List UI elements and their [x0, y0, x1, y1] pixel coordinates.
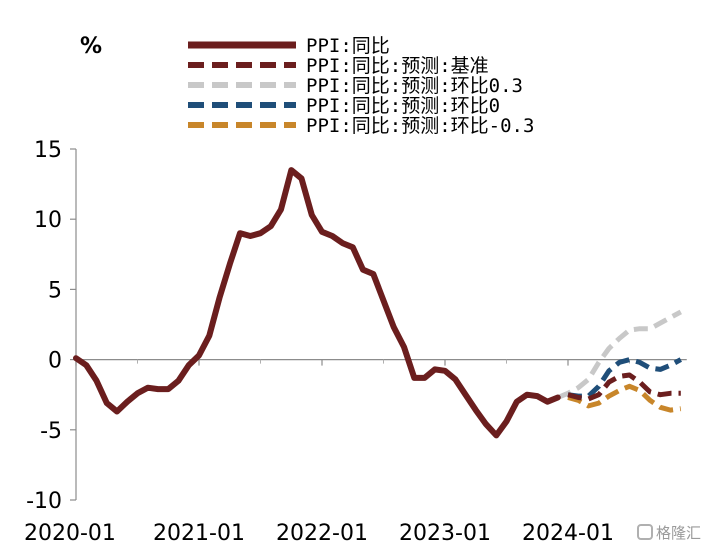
y-tick-label: -10	[26, 489, 62, 514]
legend-label-4: PPI:同比:预测:环比-0.3	[306, 115, 534, 137]
series-line-4	[567, 383, 682, 413]
unit-label: %	[80, 34, 102, 59]
x-tick-label: 2022-01	[276, 521, 368, 546]
legend: PPI:同比PPI:同比:预测:基准PPI:同比:预测:环比0.3PPI:同比:…	[188, 35, 534, 137]
series-layer	[73, 167, 682, 439]
series-line-3	[567, 357, 682, 399]
y-tick-label: 10	[34, 208, 62, 233]
legend-label-3: PPI:同比:预测:环比0	[306, 95, 500, 117]
series-line-2	[556, 309, 682, 400]
axes: 15 10 5 0 -5 -10 2020-01 2021-01 2022-01 2023-01 2…	[24, 138, 687, 546]
x-tick-label: 2020-01	[24, 521, 116, 546]
legend-label-2: PPI:同比:预测:环比0.3	[306, 75, 523, 97]
x-tick-label: 2023-01	[399, 521, 491, 546]
y-tick-label: 15	[34, 138, 62, 163]
y-tick-label: -5	[40, 419, 62, 444]
series-line-0	[73, 167, 561, 439]
legend-label-0: PPI:同比	[306, 35, 390, 57]
watermark-text: 格隆汇	[656, 524, 701, 542]
watermark-logo-icon	[637, 524, 653, 540]
y-tick-label: 5	[48, 278, 62, 303]
x-tick-label: 2024-01	[522, 521, 614, 546]
x-tick-label: 2021-01	[153, 521, 245, 546]
y-tick-label: 0	[48, 349, 62, 374]
watermark: 格隆汇	[637, 524, 701, 542]
series-line-1	[567, 372, 681, 402]
legend-label-1: PPI:同比:预测:基准	[306, 55, 489, 77]
